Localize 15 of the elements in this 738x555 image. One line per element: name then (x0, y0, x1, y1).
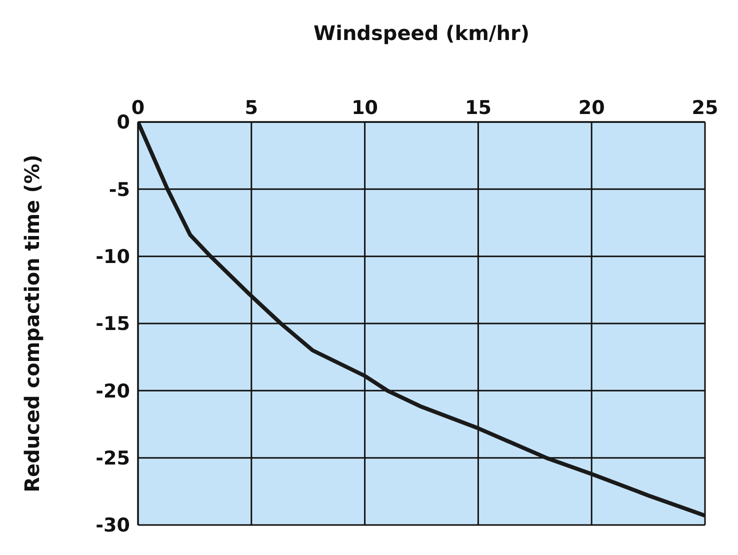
y-tick-label: -20 (96, 380, 130, 402)
x-tick-label: 25 (692, 97, 718, 119)
x-tick-label: 5 (244, 97, 258, 119)
y-tick-label: -15 (96, 313, 130, 336)
y-tick-label: -25 (96, 448, 130, 470)
y-tick-label: -5 (108, 178, 130, 201)
y-tick-label: -30 (96, 514, 130, 537)
x-tick-label: 15 (464, 97, 492, 119)
x-axis-title: Windspeed (km/hr) (314, 21, 530, 45)
y-tick-label: -10 (96, 246, 130, 268)
x-tick-label: 10 (352, 97, 378, 119)
y-tick-label: 0 (116, 112, 130, 134)
x-tick-label: 20 (578, 97, 605, 119)
y-axis-title: Reduced compaction time (%) (20, 154, 44, 492)
x-tick-label: 0 (131, 97, 145, 119)
